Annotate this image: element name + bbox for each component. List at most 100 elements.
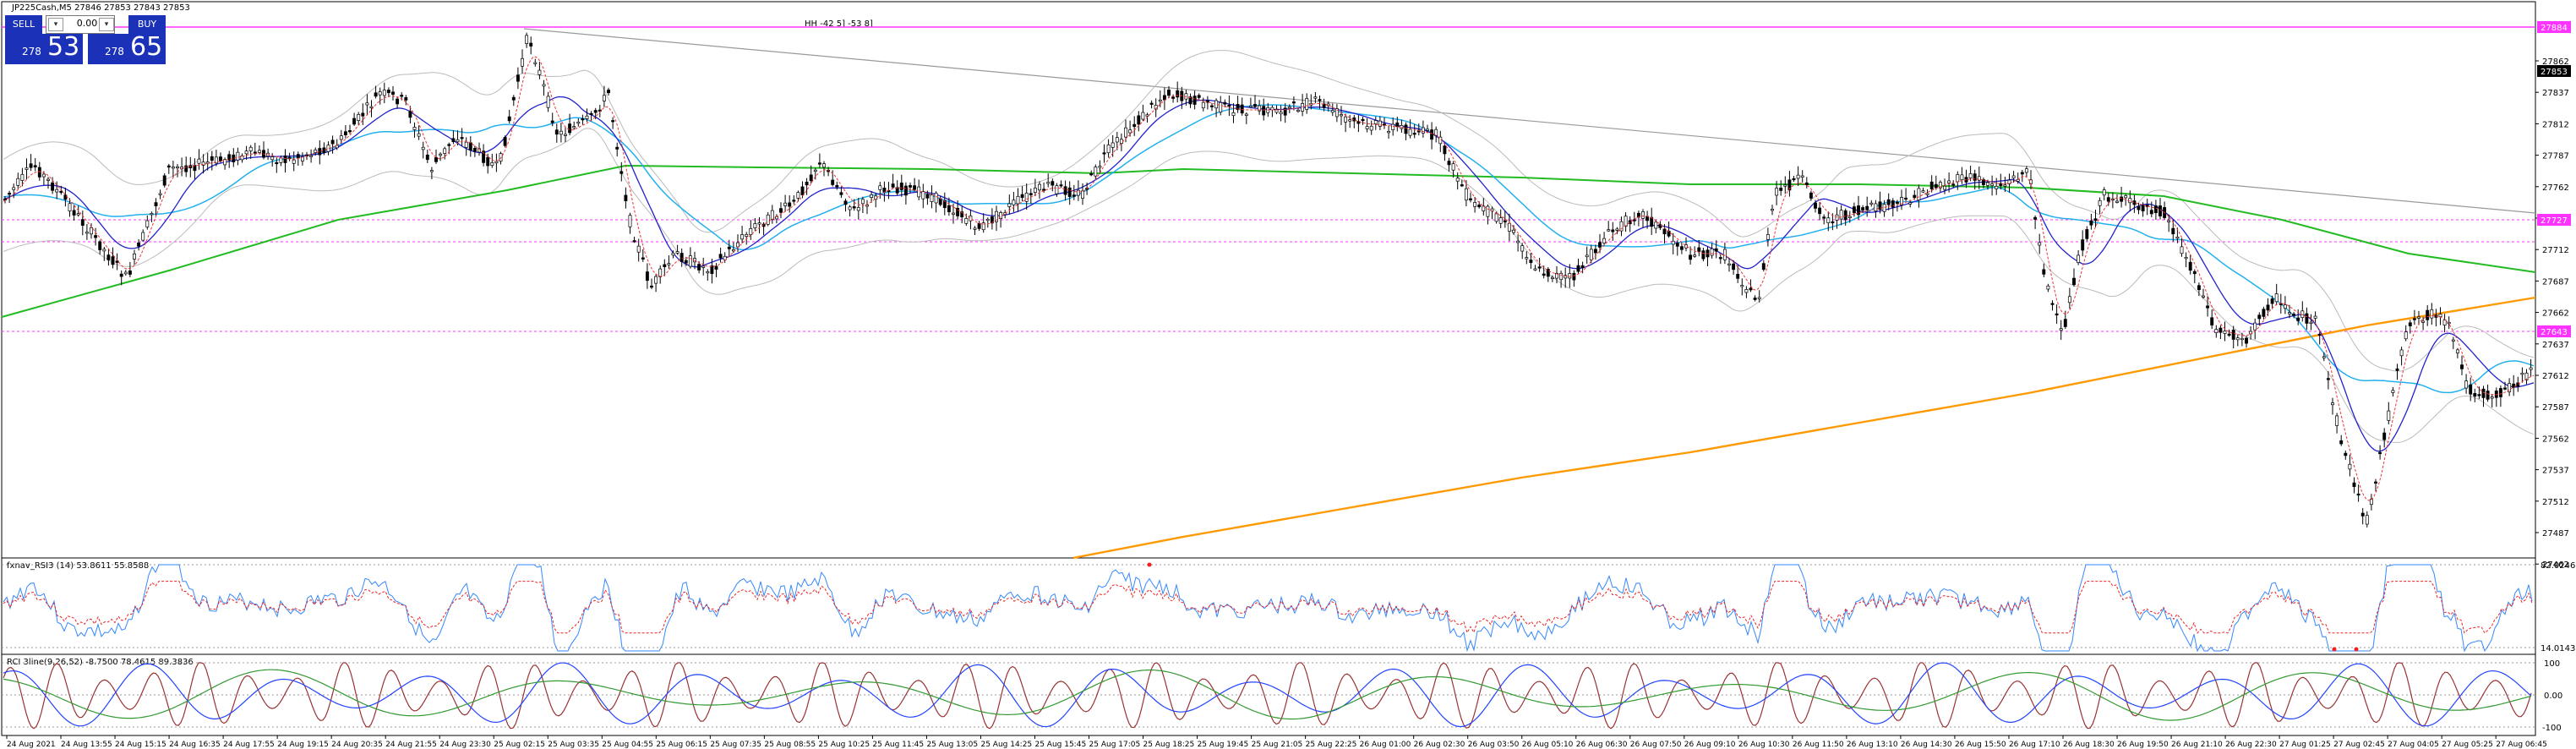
time-axis-label: 27 Aug 05:25 [2442,741,2493,749]
candle-body [335,145,339,149]
candle-body [611,120,615,123]
candle-body [1624,216,1628,227]
time-axis-label: 26 Aug 01:00 [1360,741,1411,749]
candle-body [85,232,89,234]
candle-body [839,192,843,195]
candle-body [1895,201,1899,204]
candle-body [2214,329,2219,333]
candle-body [663,264,667,267]
candle-body [1857,205,1860,216]
candle-body [154,202,158,206]
candle-body [1921,190,1925,193]
candle-body [29,163,33,168]
candle-body [1258,105,1262,112]
candle-body [1128,129,1132,134]
candle-body [1804,182,1809,185]
candle-body [796,192,800,199]
time-axis-label: 26 Aug 09:10 [1684,741,1736,749]
candle-body [1412,133,1416,135]
sell-price-quote[interactable]: 278 53 [5,32,83,64]
candle-body [2292,313,2296,316]
candle-body [1929,181,1934,189]
candle-body [921,191,925,200]
candle-body [1124,127,1127,138]
time-axis-label: 25 Aug 08:55 [764,741,816,749]
lot-decrease-arrow-icon[interactable]: ▾ [48,18,63,31]
candle-body [2245,337,2248,344]
candle-body [2430,309,2434,319]
candle-body [102,249,106,252]
lot-increase-arrow-icon[interactable]: ▾ [99,18,114,31]
candle-body [650,285,653,288]
time-axis-label: 25 Aug 04:55 [602,741,653,749]
candle-body [94,235,98,238]
candle-body [162,175,166,186]
candle-body [456,139,460,143]
candle-body [1059,184,1063,187]
candle-body [133,253,136,260]
trend-line[interactable] [523,28,2536,214]
candle-body [1167,90,1171,96]
candle-body [688,255,692,267]
candle-body [779,208,783,213]
candle-body [412,127,417,130]
candle-body [16,178,20,186]
candle-body [2426,309,2430,320]
candle-body [468,142,472,150]
rci-panel[interactable] [1,653,2536,736]
time-axis-label: 26 Aug 06:30 [1576,741,1628,749]
candle-body [76,213,80,216]
candle-body [357,114,361,121]
candlesticks [3,32,2533,528]
candle-body [1348,119,1352,122]
candle-body [2469,384,2473,395]
candle-body [2274,293,2279,303]
candle-body [1210,105,1214,107]
candle-body [671,253,675,256]
sell-button[interactable]: SELL [5,15,42,34]
candle-body [1305,98,1309,110]
candle-body [564,134,567,136]
lot-size-input[interactable]: 0.00 [76,18,98,29]
candle-body [770,210,774,221]
buy-price-quote[interactable]: 278 65 [88,32,166,64]
candle-body [1102,152,1106,155]
time-axis[interactable]: 24 Aug 2021 24 Aug 13:55 24 Aug 15:15 24 Au… [6,735,2547,749]
rsi-panel[interactable] [1,557,2536,655]
candle-body [1533,268,1537,271]
price-axis[interactable]: 2786227837278122778727762277372771227687… [2535,57,2569,570]
candle-body [2399,349,2404,357]
candle-body [171,167,175,169]
candle-body [2223,331,2227,334]
moving-average-green [1,164,2536,318]
time-axis-label: 27 Aug 01:25 [2279,741,2331,749]
candle-body [2412,318,2416,320]
candle-body [2344,452,2348,457]
candle-body [1689,254,1693,260]
candle-body [253,151,257,154]
candle-body [292,159,296,164]
candle-body [1835,214,1839,221]
candle-body [2486,391,2490,400]
candle-body [1986,182,1989,186]
price-tag-label: 27643 [2541,328,2568,337]
time-axis-label: 26 Aug 13:10 [1847,741,1898,749]
candle-body [925,194,930,199]
candle-body [714,265,718,270]
candle-body [1632,219,1636,221]
candle-body [201,161,205,166]
candle-body [848,206,852,210]
candle-body [1516,240,1520,243]
candle-body [1219,101,1223,112]
main-chart-panel[interactable] [1,1,2536,559]
time-axis-label: 25 Aug 07:35 [710,741,761,749]
candle-body [1162,95,1166,101]
candle-body [2464,380,2469,389]
candle-body [2115,200,2119,203]
candle-body [2335,415,2339,426]
buy-button[interactable]: BUY [128,15,166,34]
lot-size-control[interactable]: ▾ 0.00 ▾ [46,15,115,34]
candle-body [2059,328,2063,331]
